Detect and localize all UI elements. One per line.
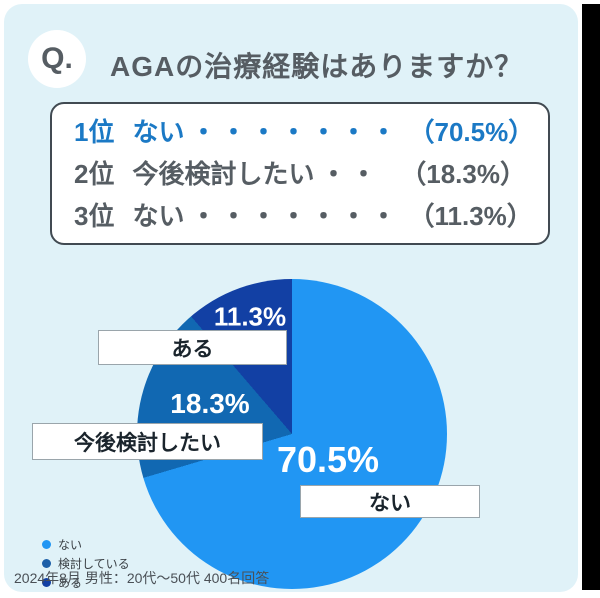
ranking-row-3: 3位 ない ・・・・・・・ （11.3%） xyxy=(74,196,533,236)
dot-leader: ・・ xyxy=(320,158,381,189)
survey-footnote: 2024年8月 男性：20代〜50代 400名回答 xyxy=(14,570,270,586)
dot-leader: ・・・・・・・ xyxy=(190,200,401,231)
pie-percent-label-aru: 11.3% xyxy=(213,301,287,332)
question-badge-label: Q. xyxy=(41,42,73,75)
legend-label: ない xyxy=(58,538,83,552)
right-edge-strip xyxy=(582,4,600,590)
survey-title: AGAの治療経験はありますか？ xyxy=(110,51,524,82)
rank-label: 1位 xyxy=(74,116,115,147)
ranking-row-1: 1位 ない ・・・・・・・ （70.5%） xyxy=(74,112,534,152)
percent-value: （18.3%） xyxy=(400,158,526,189)
legend-item: 検討している xyxy=(42,555,130,572)
percent-value: （70.5%） xyxy=(408,116,535,147)
answer-label: ない xyxy=(132,116,185,147)
rank-label: 2位 xyxy=(74,158,115,189)
pie-percent-label-nai: 70.5% xyxy=(276,439,380,480)
chart-legend: ない 検討している ある xyxy=(42,536,130,591)
pie-callout-box-nai: ない xyxy=(300,485,480,518)
legend-dot xyxy=(42,559,51,568)
question-badge: Q. xyxy=(28,30,86,88)
pie-percent-label-kento: 18.3% xyxy=(170,388,250,419)
percent-value: （11.3%） xyxy=(408,200,533,231)
legend-dot xyxy=(42,540,51,549)
ranking-row-2: 2位 今後検討したい ・・ （18.3%） xyxy=(74,154,526,194)
legend-label: ある xyxy=(58,576,83,590)
ranking-summary-box: 1位 ない ・・・・・・・ （70.5%） 2位 今後検討したい ・・ （18.… xyxy=(50,102,550,245)
pie-callout-box-aru: ある xyxy=(98,330,287,365)
legend-item: ある xyxy=(42,574,130,591)
answer-label: 今後検討したい xyxy=(132,158,315,189)
rank-label: 3位 xyxy=(74,200,115,231)
answer-label: ない xyxy=(132,200,185,231)
legend-dot xyxy=(42,578,51,587)
dot-leader: ・・・・・・・ xyxy=(190,116,401,147)
pie-callout-box-kento: 今後検討したい xyxy=(32,423,263,460)
legend-label: 検討している xyxy=(58,557,130,571)
survey-card: Q. AGAの治療経験はありますか？ 1位 ない ・・・・・・・ （70.5%）… xyxy=(4,4,578,592)
legend-item: ない xyxy=(42,536,130,553)
